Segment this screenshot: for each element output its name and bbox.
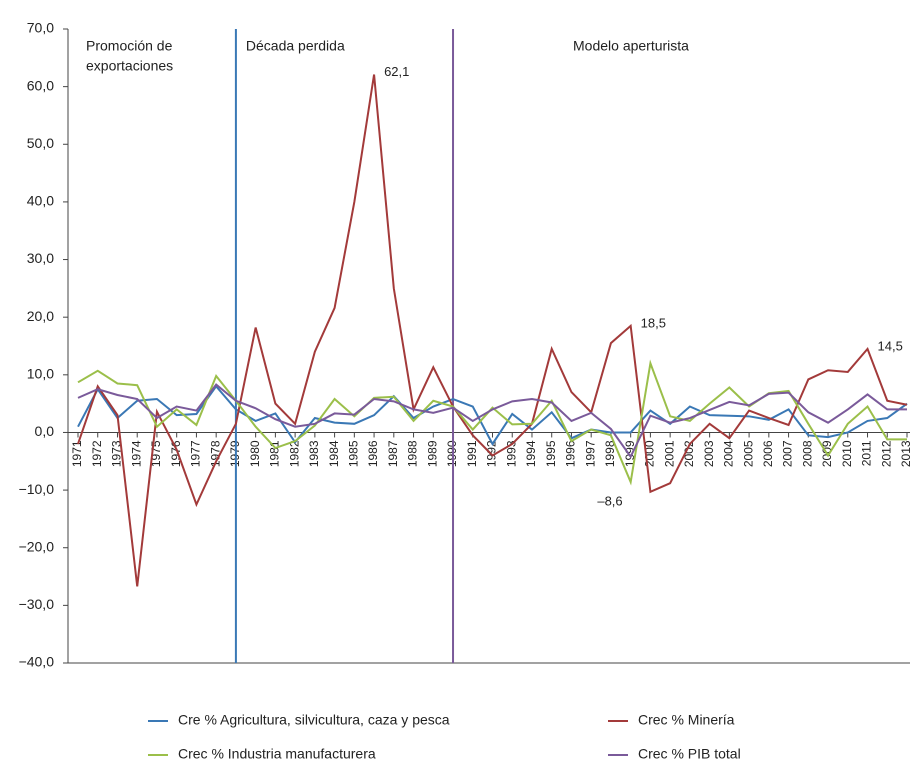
legend-label: Crec % PIB total: [638, 746, 741, 762]
x-tick-label: 2012: [879, 440, 893, 467]
x-tick-label: 1974: [129, 440, 143, 467]
legend-label: Crec % Industria manufacturera: [178, 746, 376, 762]
y-tick-label: −10,0: [19, 481, 55, 497]
x-tick-label: 1997: [583, 440, 597, 467]
legend-label: Cre % Agricultura, silvicultura, caza y …: [178, 712, 450, 728]
y-tick-label: −40,0: [19, 654, 55, 670]
x-tick-label: 2013: [899, 440, 912, 467]
period-label: Promoción de: [86, 38, 173, 54]
series-line: [77, 384, 908, 446]
y-tick-label: 20,0: [27, 308, 54, 324]
x-tick-label: 1985: [347, 440, 361, 467]
x-tick-label: 2001: [662, 440, 676, 467]
x-tick-label: 1976: [169, 440, 183, 467]
y-tick-label: 10,0: [27, 366, 54, 382]
x-tick-label: 1991: [465, 440, 479, 467]
x-tick-label: 2004: [722, 440, 736, 467]
x-tick-label: 1982: [287, 440, 301, 467]
data-label: –8,6: [597, 493, 622, 508]
data-label: 14,5: [878, 338, 903, 353]
x-tick-label: 1983: [307, 440, 321, 467]
data-label: 62,1: [384, 64, 409, 79]
period-label: Década perdida: [246, 38, 345, 54]
y-tick-label: 0,0: [35, 423, 55, 439]
x-tick-label: 2006: [761, 440, 775, 467]
x-tick-label: 1994: [524, 440, 538, 467]
x-tick-label: 1996: [564, 440, 578, 467]
y-tick-label: 60,0: [27, 77, 54, 93]
x-tick-label: 2002: [682, 440, 696, 467]
x-tick-label: 1989: [425, 440, 439, 467]
x-tick-label: 1984: [327, 440, 341, 467]
x-tick-label: 1978: [208, 440, 222, 467]
period-label: exportaciones: [86, 58, 173, 74]
x-tick-label: 1986: [366, 440, 380, 467]
series-line: [77, 383, 907, 459]
x-tick-label: 1977: [189, 440, 203, 467]
y-tick-label: 40,0: [27, 193, 54, 209]
x-tick-label: 1971: [70, 440, 84, 467]
series-line: [77, 74, 908, 587]
x-tick-label: 1980: [248, 440, 262, 467]
x-tick-label: 2011: [860, 440, 874, 466]
y-tick-label: 50,0: [27, 135, 54, 151]
y-tick-label: −30,0: [19, 596, 55, 612]
y-tick-label: 70,0: [27, 20, 54, 36]
y-tick-label: 30,0: [27, 250, 54, 266]
x-tick-label: 1998: [603, 440, 617, 467]
x-tick-label: 1981: [268, 440, 282, 467]
x-tick-label: 1988: [406, 440, 420, 467]
x-tick-label: 2008: [800, 440, 814, 467]
x-tick-label: 2003: [702, 440, 716, 467]
x-tick-label: 2005: [741, 440, 755, 467]
x-tick-label: 1987: [386, 440, 400, 467]
y-tick-label: −20,0: [19, 538, 55, 554]
x-tick-label: 2007: [781, 440, 795, 467]
x-tick-label: 1972: [90, 440, 104, 467]
legend-label: Crec % Minería: [638, 712, 735, 728]
x-tick-label: 2010: [840, 440, 854, 467]
data-label: 18,5: [641, 315, 666, 330]
x-tick-label: 1995: [544, 440, 558, 467]
period-label: Modelo aperturista: [573, 38, 689, 54]
